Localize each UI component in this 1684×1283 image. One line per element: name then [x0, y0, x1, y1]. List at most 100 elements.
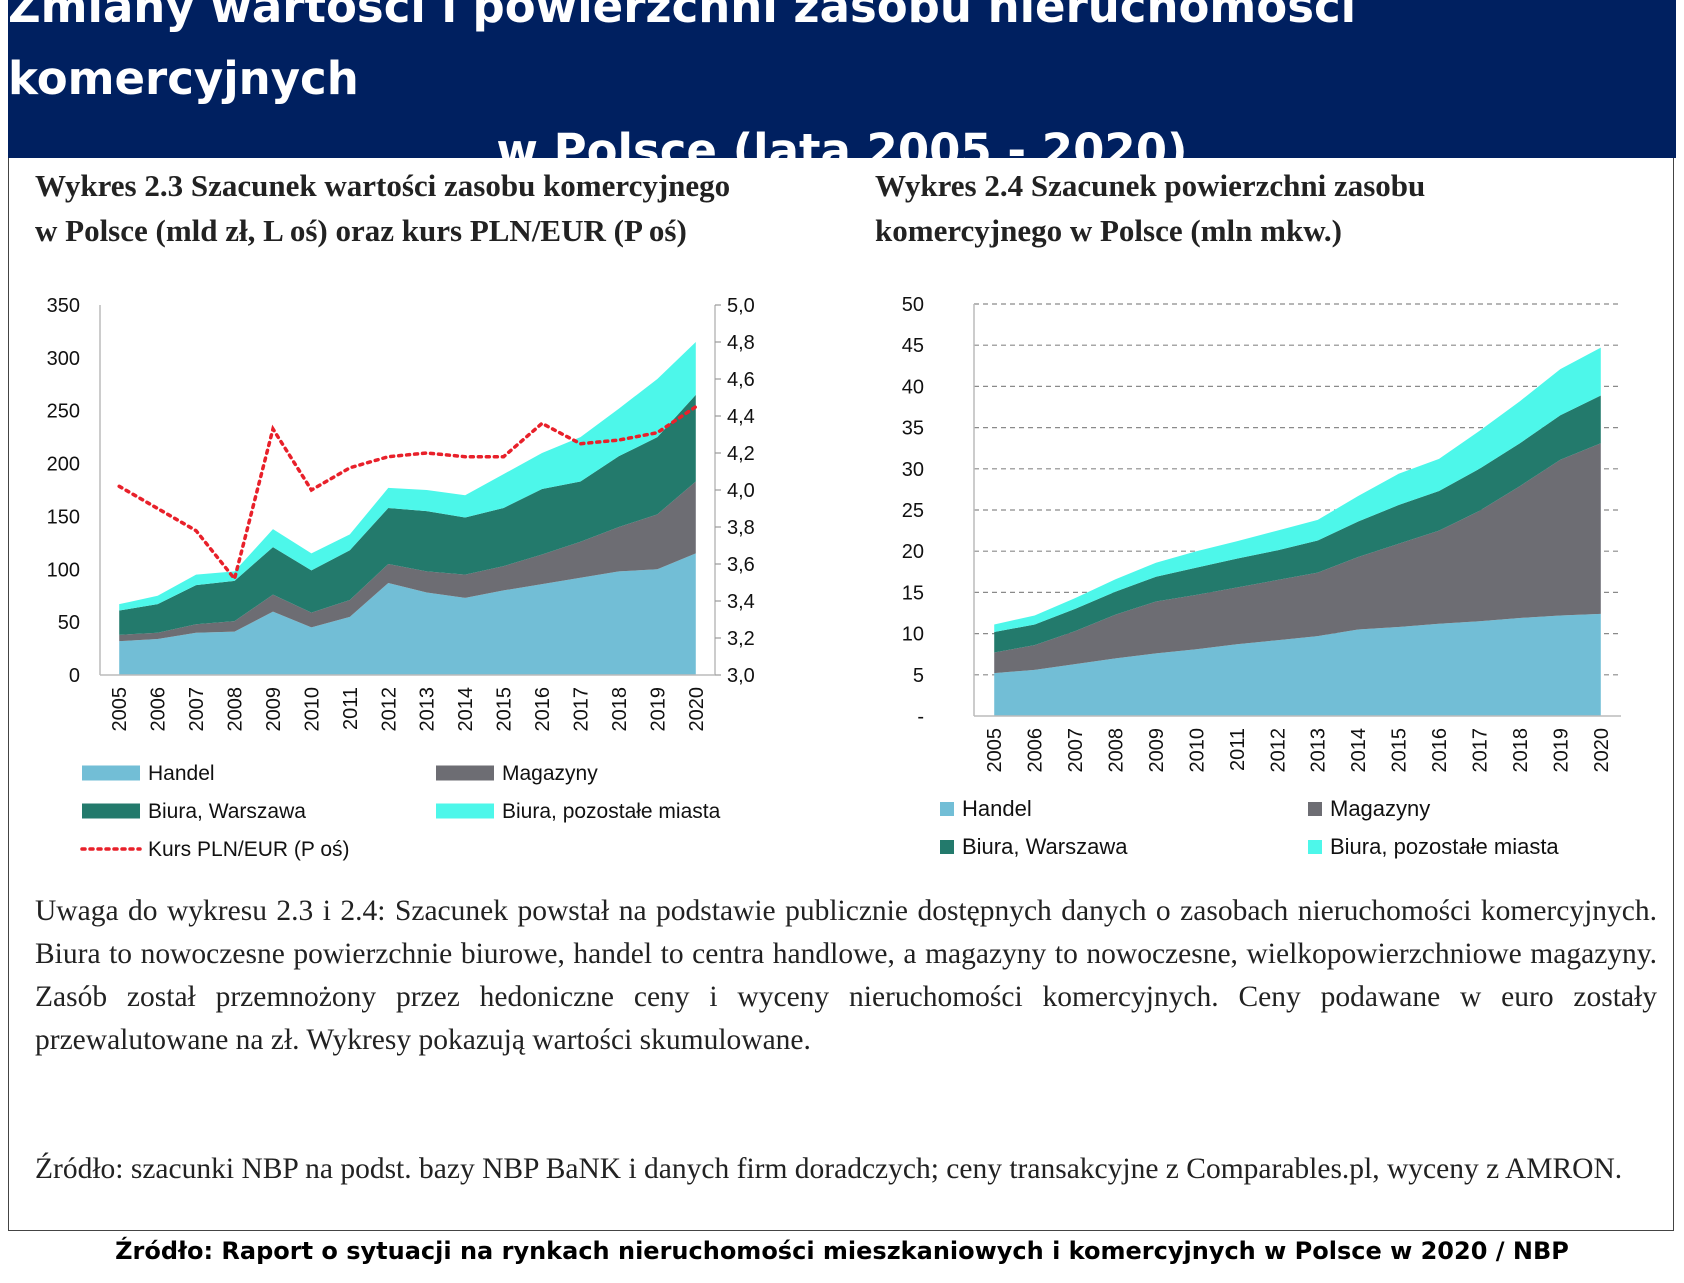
- chart-right-title-line-2: komercyjnego w Polsce (mln mkw.): [875, 213, 1342, 248]
- y2-tick-label: 3,0: [727, 665, 755, 687]
- x-tick-label: 2012: [378, 687, 400, 732]
- chart-note: Uwaga do wykresu 2.3 i 2.4: Szacunek pow…: [35, 895, 1657, 1056]
- legend-label-biura_pozostale: Biura, pozostałe miasta: [1330, 834, 1559, 859]
- chart-right-title-line-1: Wykres 2.4 Szacunek powierzchni zasobu: [875, 168, 1426, 203]
- y2-tick-label: 4,6: [727, 369, 755, 391]
- x-tick-label: 2014: [455, 687, 477, 732]
- x-tick-label: 2005: [984, 728, 1006, 773]
- chart-right-title: Wykres 2.4 Szacunek powierzchni zasobu k…: [875, 163, 1425, 253]
- legend-swatch-magazyny: [1308, 802, 1322, 816]
- area-handel: [119, 553, 696, 675]
- legend-swatch-biura_warszawa: [82, 803, 140, 819]
- legend-label-magazyny: Magazyny: [1330, 796, 1430, 821]
- x-tick-label: 2011: [340, 687, 362, 730]
- legend-swatch-handel: [940, 802, 954, 816]
- y-tick-label: 35: [902, 418, 924, 440]
- x-tick-label: 2006: [148, 687, 170, 732]
- legend-swatch-biura_warszawa: [940, 840, 954, 854]
- y-tick-label: 15: [902, 582, 924, 604]
- legend-swatch-biura_pozostale: [436, 803, 494, 819]
- area-biura_pozostale: [119, 342, 696, 611]
- x-tick-label: 2018: [609, 687, 631, 732]
- chart-left-title: Wykres 2.3 Szacunek wartości zasobu kome…: [35, 163, 730, 253]
- x-tick-label: 2019: [1550, 728, 1572, 773]
- chart-left-title-line-2: w Polsce (mld zł, L oś) oraz kurs PLN/EU…: [35, 213, 687, 248]
- x-tick-label: 2012: [1267, 728, 1289, 773]
- legend-swatch-handel: [82, 765, 140, 781]
- legend-label-handel: Handel: [148, 762, 215, 785]
- y-tick-label: 250: [47, 401, 80, 423]
- x-tick-label: 2010: [1186, 728, 1208, 773]
- x-tick-label: 2017: [1469, 728, 1491, 773]
- y2-tick-label: 3,4: [727, 591, 755, 613]
- x-tick-label: 2015: [494, 687, 516, 732]
- y2-tick-label: 4,8: [727, 332, 755, 354]
- y-tick-label: 150: [47, 506, 80, 528]
- area-handel: [994, 613, 1601, 716]
- y-tick-label: 50: [902, 294, 924, 316]
- x-tick-label: 2019: [647, 687, 669, 732]
- line-kurs: [117, 405, 698, 583]
- x-tick-label: 2014: [1348, 728, 1370, 773]
- charts-canvas: 0 50 100 150 200 250 300 350 2005 2006 2007 2008 200…: [47, 294, 1621, 861]
- y-tick-label: 0: [69, 665, 80, 687]
- x-tick-label: 2007: [1065, 728, 1087, 773]
- x-tick-label: 2005: [109, 687, 131, 732]
- chart-left-title-line-1: Wykres 2.3 Szacunek wartości zasobu kome…: [35, 168, 731, 203]
- x-tick-label: 2007: [186, 687, 208, 732]
- y-tick-label: 350: [47, 295, 80, 317]
- page-footer-source: Źródło: Raport o sytuacji na rynkach nie…: [115, 1237, 1569, 1265]
- x-tick-label: 2016: [532, 687, 554, 732]
- y-tick-label: 20: [902, 541, 924, 563]
- y2-tick-label: 4,2: [727, 443, 755, 465]
- y2-tick-label: 4,4: [727, 406, 755, 428]
- x-tick-label: 2008: [225, 687, 247, 732]
- x-tick-label: 2015: [1389, 728, 1411, 773]
- area-magazyny: [119, 481, 696, 642]
- legend-label-biura_warszawa: Biura, Warszawa: [148, 800, 306, 823]
- y-tick-label: 300: [47, 348, 80, 370]
- legend-label-handel: Handel: [962, 796, 1032, 821]
- x-tick-label: 2020: [686, 687, 708, 732]
- y-tick-label: 25: [902, 500, 924, 522]
- legend-label-biura_warszawa: Biura, Warszawa: [962, 834, 1128, 859]
- legend-swatch-biura_pozostale: [1308, 840, 1322, 854]
- x-tick-label: 2016: [1429, 728, 1451, 773]
- y-tick-label: 200: [47, 454, 80, 476]
- y-tick-label: 45: [902, 335, 924, 357]
- y2-tick-label: 5,0: [727, 295, 755, 317]
- y-tick-label: 100: [47, 559, 80, 581]
- content-frame: [8, 158, 1674, 1231]
- y-tick-label: -: [917, 706, 924, 728]
- x-tick-label: 2009: [1146, 728, 1168, 773]
- x-tick-label: 2006: [1025, 728, 1047, 773]
- y-tick-label: 50: [58, 612, 80, 634]
- x-tick-label: 2013: [1308, 728, 1330, 773]
- y2-tick-label: 3,2: [727, 628, 755, 650]
- legend-swatch-magazyny: [436, 765, 494, 781]
- x-tick-label: 2018: [1510, 728, 1532, 773]
- legend-label-biura_pozostale: Biura, pozostałe miasta: [502, 800, 721, 823]
- x-tick-label: 2008: [1106, 728, 1128, 773]
- legend-label-kurs: Kurs PLN/EUR (P oś): [148, 838, 350, 861]
- x-tick-label: 2013: [417, 687, 439, 732]
- y2-tick-label: 3,8: [727, 517, 755, 539]
- page-header: Zmiany wartości i powierzchni zasobu nie…: [8, 0, 1676, 177]
- x-tick-label: 2017: [570, 687, 592, 732]
- area-biura_warszawa: [119, 394, 696, 635]
- page-title-line-1: Zmiany wartości i powierzchni zasobu nie…: [8, 0, 1357, 105]
- x-tick-label: 2011: [1227, 728, 1249, 771]
- area-biura_warszawa: [994, 395, 1601, 653]
- y-tick-label: 30: [902, 459, 924, 481]
- x-tick-label: 2010: [301, 687, 323, 732]
- page-title-line-2: w Polsce (lata 2005 - 2020): [496, 124, 1188, 177]
- x-tick-label: 2020: [1591, 728, 1613, 773]
- y-tick-label: 5: [913, 665, 924, 687]
- chart-source: Źródło: szacunki NBP na podst. bazy NBP …: [35, 1153, 1623, 1185]
- y-tick-label: 40: [902, 376, 924, 398]
- area-magazyny: [994, 443, 1601, 674]
- x-tick-label: 2009: [263, 687, 285, 732]
- y2-tick-label: 3,6: [727, 554, 755, 576]
- legend-label-magazyny: Magazyny: [502, 762, 598, 785]
- y-tick-label: 10: [902, 624, 924, 646]
